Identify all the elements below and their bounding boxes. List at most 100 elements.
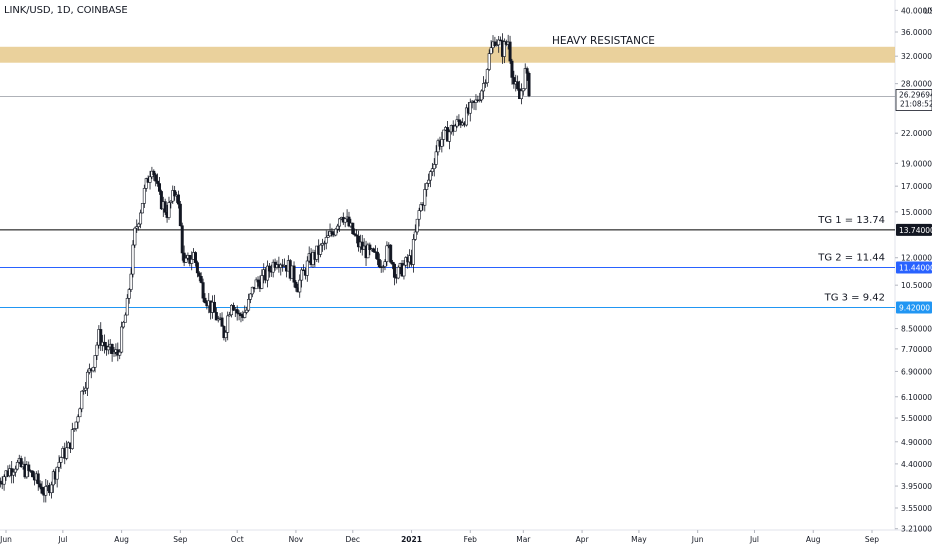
y-tick-label: 7.70000 (901, 345, 932, 354)
candle-body (372, 248, 376, 253)
candle-body (294, 281, 298, 289)
x-tick-label: 2021 (401, 535, 422, 544)
candle-body (135, 226, 139, 229)
y-tick-label: 3.21000 (901, 525, 932, 534)
candle-body (377, 259, 381, 268)
candle-body (13, 468, 17, 473)
candle-body (427, 179, 431, 184)
candle-body (84, 387, 88, 391)
candle-body (182, 252, 186, 263)
candle-body (508, 41, 512, 62)
candle-body (216, 318, 220, 321)
candle-body (169, 200, 173, 203)
level-tag-3-text: 9.42000 (899, 303, 930, 312)
candle-body (267, 265, 271, 272)
candle-body (121, 321, 125, 328)
level-tag-1-text: 13.74000 (899, 226, 932, 235)
candle-body (180, 225, 184, 254)
level-tag-2-bg (896, 261, 932, 274)
candle-body (489, 47, 493, 54)
candle-body (334, 228, 338, 236)
candle-body (49, 484, 53, 494)
candle-body (82, 389, 86, 392)
candle-body (91, 367, 95, 372)
y-tick-label: 28.00000 (901, 80, 932, 89)
x-tick-label: Nov (289, 535, 304, 544)
candle-body (402, 264, 406, 277)
candle-body (133, 227, 137, 246)
candle-body (338, 218, 342, 227)
level-label-1: TG 1 = 13.74 (817, 215, 885, 226)
candle-body (480, 90, 484, 101)
candle-body (163, 201, 167, 213)
candle-body (193, 252, 197, 263)
x-tick-label: Mar (516, 535, 531, 544)
candle-body (516, 81, 520, 90)
candle-body (521, 88, 525, 92)
candle-body (347, 216, 351, 227)
candle-body (176, 194, 180, 205)
candle-body (201, 282, 205, 299)
candle-body (254, 279, 258, 290)
candle-body (74, 421, 78, 429)
candle-body (497, 39, 501, 46)
x-tick-label: Sep (865, 535, 879, 544)
candle-body (457, 119, 461, 122)
candle-body (118, 351, 122, 356)
candle-body (440, 139, 444, 147)
candle-body (123, 314, 127, 323)
candle-body (220, 317, 224, 327)
y-tick-label: 12.00000 (901, 254, 932, 263)
x-tick-label: Aug (114, 535, 129, 544)
level-tag-1-bg (896, 223, 932, 236)
candle-body (319, 244, 323, 255)
candle-body (226, 315, 230, 333)
interval-label: 1D (56, 5, 71, 16)
candle-body (2, 476, 6, 485)
candle-body (502, 41, 506, 57)
y-tick-label: 3.55000 (901, 504, 932, 513)
candle-body (360, 241, 364, 250)
candle-body (266, 265, 270, 281)
candle-body (44, 486, 48, 496)
candle-body (31, 470, 35, 478)
candle-body (320, 243, 324, 246)
y-tick-label: 10.50000 (901, 281, 932, 290)
candle-body (178, 203, 182, 227)
candle-body (298, 279, 302, 293)
candle-body (247, 299, 251, 311)
candle-body (80, 390, 84, 410)
candle-body (493, 41, 497, 46)
candle-body (389, 244, 393, 263)
candle-body (199, 276, 203, 283)
candle-body (415, 218, 419, 233)
candle-body (525, 68, 529, 74)
candle-body (112, 352, 116, 354)
y-tick-label: 3.95000 (901, 482, 932, 491)
candle-body (495, 44, 499, 46)
candle-body (222, 326, 226, 339)
candle-body (453, 125, 457, 132)
candle-body (250, 286, 254, 295)
level-tag-2-text: 11.44000 (899, 264, 932, 273)
candle-body (154, 174, 158, 182)
candle-body (442, 129, 446, 140)
candle-body (396, 266, 400, 279)
candle-body (391, 261, 395, 265)
candle-body (212, 301, 216, 313)
x-tick-label: Feb (464, 535, 478, 544)
y-tick-label: 36.00000 (901, 28, 932, 37)
candle-body (260, 275, 264, 289)
y-unit-label: USD (924, 6, 932, 15)
candle-body (157, 183, 161, 192)
candle-body (248, 293, 252, 300)
candle-body (59, 457, 63, 463)
candle-body (485, 69, 489, 84)
candle-body (483, 82, 487, 84)
exchange-label: COINBASE (76, 5, 128, 16)
candle-body (120, 326, 124, 353)
x-tick-label: Dec (346, 535, 361, 544)
candle-body (36, 473, 40, 485)
candle-body (129, 273, 133, 290)
